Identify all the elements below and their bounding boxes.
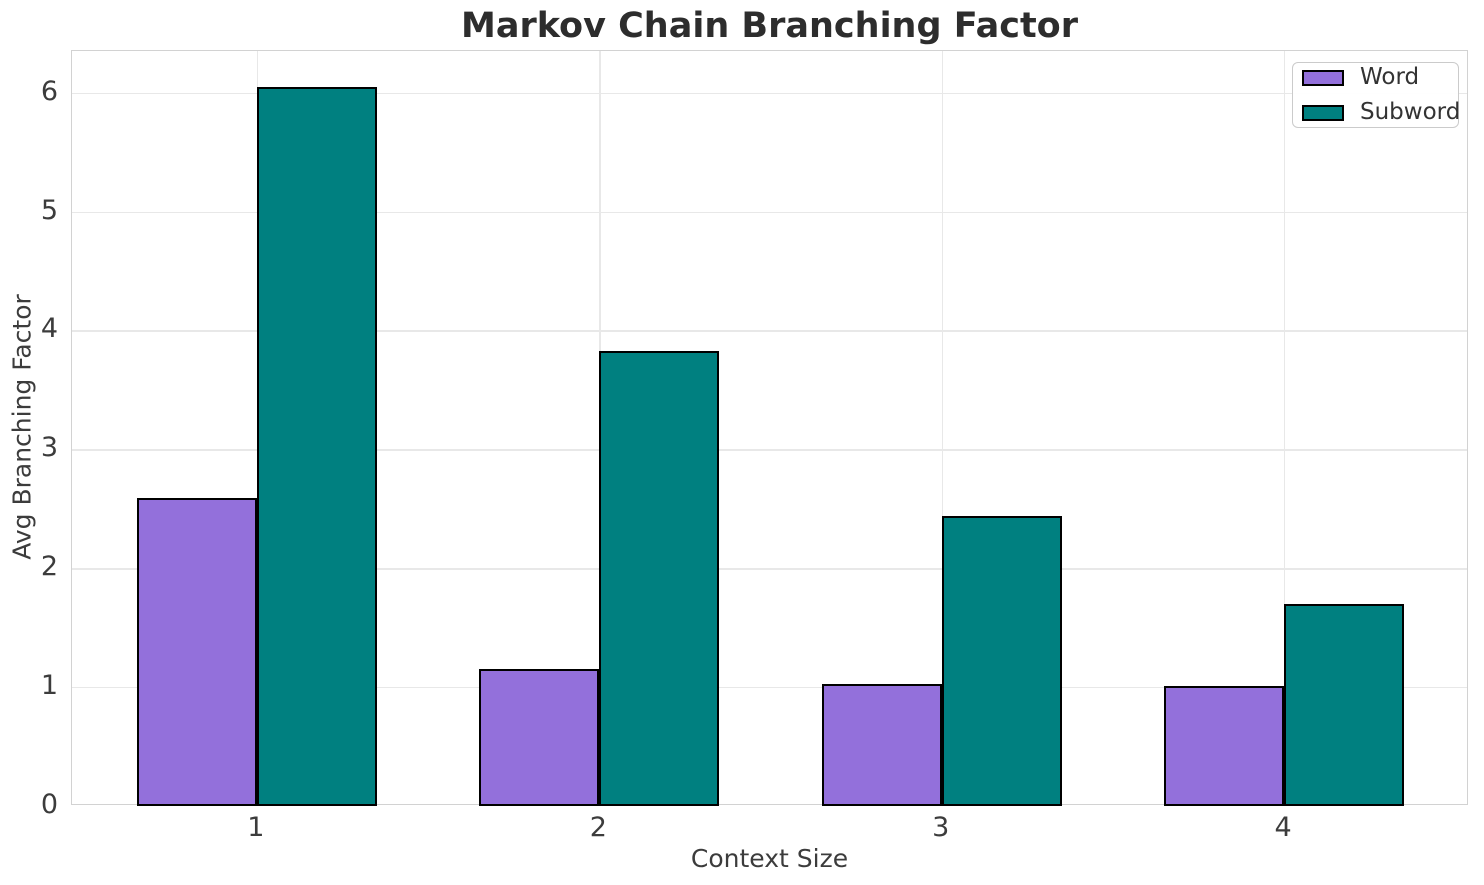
bar-subword-4 xyxy=(1284,603,1404,806)
legend-entry: Subword xyxy=(1302,99,1461,126)
bar-word-4 xyxy=(1164,685,1285,806)
legend-swatch-subword xyxy=(1302,104,1344,121)
legend-entry: Word xyxy=(1302,64,1458,91)
y-tick-label: 5 xyxy=(40,194,58,226)
legend-label: Word xyxy=(1360,64,1420,90)
plot-area xyxy=(71,50,1468,806)
legend-swatch-word xyxy=(1302,69,1344,86)
y-tick-label: 1 xyxy=(40,670,58,702)
bar-word-2 xyxy=(479,669,600,806)
y-tick-label: 6 xyxy=(40,75,58,107)
h-gridline xyxy=(72,568,1467,570)
h-gridline xyxy=(72,330,1467,332)
bar-subword-2 xyxy=(599,350,720,806)
x-tick-label: 1 xyxy=(247,812,265,843)
bar-subword-3 xyxy=(941,515,1062,806)
y-tick-label: 3 xyxy=(40,432,58,464)
legend-label: Subword xyxy=(1360,99,1461,125)
v-gridline xyxy=(1284,51,1286,804)
x-tick-label: 3 xyxy=(932,812,950,843)
h-gridline xyxy=(72,687,1467,689)
y-tick-label: 2 xyxy=(40,551,58,583)
chart-title: Markov Chain Branching Factor xyxy=(461,6,1078,46)
h-gridline xyxy=(72,92,1467,94)
x-tick-label: 2 xyxy=(589,812,607,843)
y-tick-label: 0 xyxy=(40,789,58,820)
x-axis-label: Context Size xyxy=(690,844,849,873)
x-tick-label: 4 xyxy=(1274,812,1292,843)
h-gridline xyxy=(72,211,1467,213)
bar-subword-1 xyxy=(256,86,377,806)
y-tick-label: 4 xyxy=(40,313,58,345)
bar-word-1 xyxy=(137,498,257,806)
bar-word-3 xyxy=(821,683,942,806)
legend: Word Subword xyxy=(1292,62,1461,128)
v-gridline xyxy=(941,51,944,804)
h-gridline xyxy=(72,449,1467,451)
